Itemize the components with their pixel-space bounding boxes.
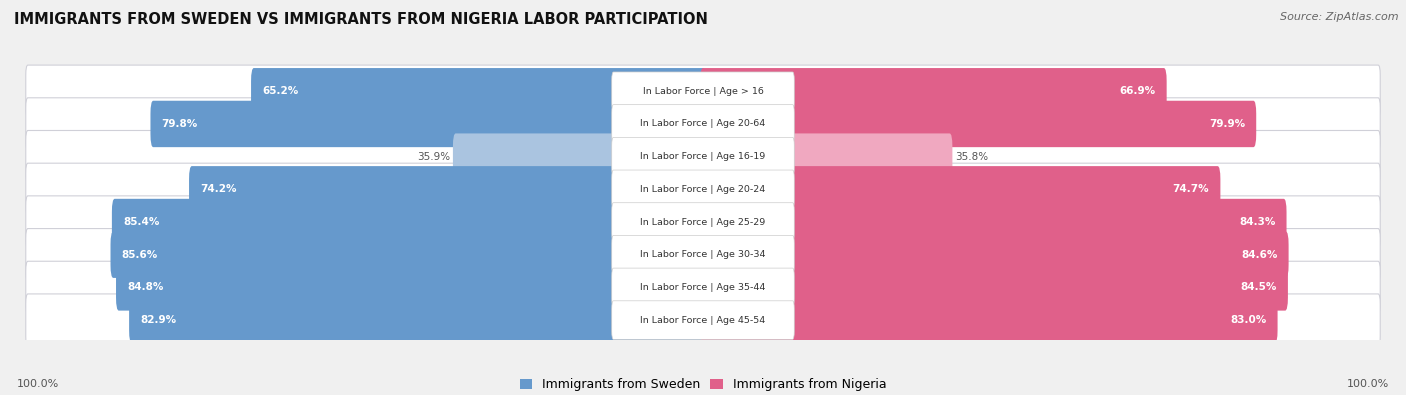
FancyBboxPatch shape [25,229,1381,281]
Text: 79.8%: 79.8% [162,119,198,129]
FancyBboxPatch shape [612,137,794,176]
FancyBboxPatch shape [700,297,1278,343]
Text: 85.6%: 85.6% [121,250,157,260]
Text: 74.2%: 74.2% [200,184,236,194]
FancyBboxPatch shape [25,196,1381,248]
FancyBboxPatch shape [612,268,794,307]
FancyBboxPatch shape [25,98,1381,150]
FancyBboxPatch shape [700,166,1220,213]
FancyBboxPatch shape [25,163,1381,216]
Text: 100.0%: 100.0% [1347,379,1389,389]
FancyBboxPatch shape [112,199,706,245]
Text: 66.9%: 66.9% [1119,86,1156,96]
Text: In Labor Force | Age 35-44: In Labor Force | Age 35-44 [640,283,766,292]
FancyBboxPatch shape [453,134,706,180]
FancyBboxPatch shape [25,130,1381,183]
Text: 84.5%: 84.5% [1240,282,1277,292]
FancyBboxPatch shape [111,231,706,278]
FancyBboxPatch shape [129,297,706,343]
Text: 100.0%: 100.0% [17,379,59,389]
FancyBboxPatch shape [612,301,794,339]
FancyBboxPatch shape [700,101,1256,147]
Text: 65.2%: 65.2% [262,86,298,96]
Text: 35.8%: 35.8% [955,152,988,162]
FancyBboxPatch shape [612,203,794,241]
Text: In Labor Force | Age 20-24: In Labor Force | Age 20-24 [640,185,766,194]
Text: In Labor Force | Age 16-19: In Labor Force | Age 16-19 [640,152,766,161]
FancyBboxPatch shape [700,68,1167,115]
Text: 83.0%: 83.0% [1230,315,1267,325]
FancyBboxPatch shape [612,235,794,274]
FancyBboxPatch shape [612,72,794,111]
Text: In Labor Force | Age 25-29: In Labor Force | Age 25-29 [640,218,766,226]
FancyBboxPatch shape [612,105,794,143]
Text: 79.9%: 79.9% [1209,119,1246,129]
Text: 84.3%: 84.3% [1239,217,1275,227]
Text: 35.9%: 35.9% [418,152,450,162]
FancyBboxPatch shape [700,134,952,180]
FancyBboxPatch shape [117,264,706,310]
Legend: Immigrants from Sweden, Immigrants from Nigeria: Immigrants from Sweden, Immigrants from … [515,373,891,395]
Text: 74.7%: 74.7% [1173,184,1209,194]
Text: Source: ZipAtlas.com: Source: ZipAtlas.com [1281,12,1399,22]
FancyBboxPatch shape [25,65,1381,117]
FancyBboxPatch shape [252,68,706,115]
Text: 84.6%: 84.6% [1241,250,1278,260]
Text: In Labor Force | Age > 16: In Labor Force | Age > 16 [643,87,763,96]
FancyBboxPatch shape [700,199,1286,245]
Text: 85.4%: 85.4% [122,217,159,227]
Text: In Labor Force | Age 45-54: In Labor Force | Age 45-54 [640,316,766,325]
FancyBboxPatch shape [700,264,1288,310]
FancyBboxPatch shape [25,294,1381,346]
FancyBboxPatch shape [188,166,706,213]
FancyBboxPatch shape [700,231,1289,278]
Text: IMMIGRANTS FROM SWEDEN VS IMMIGRANTS FROM NIGERIA LABOR PARTICIPATION: IMMIGRANTS FROM SWEDEN VS IMMIGRANTS FRO… [14,12,709,27]
FancyBboxPatch shape [612,170,794,209]
FancyBboxPatch shape [150,101,706,147]
FancyBboxPatch shape [25,261,1381,314]
Text: In Labor Force | Age 30-34: In Labor Force | Age 30-34 [640,250,766,259]
Text: 82.9%: 82.9% [141,315,176,325]
Text: In Labor Force | Age 20-64: In Labor Force | Age 20-64 [640,119,766,128]
Text: 84.8%: 84.8% [127,282,163,292]
